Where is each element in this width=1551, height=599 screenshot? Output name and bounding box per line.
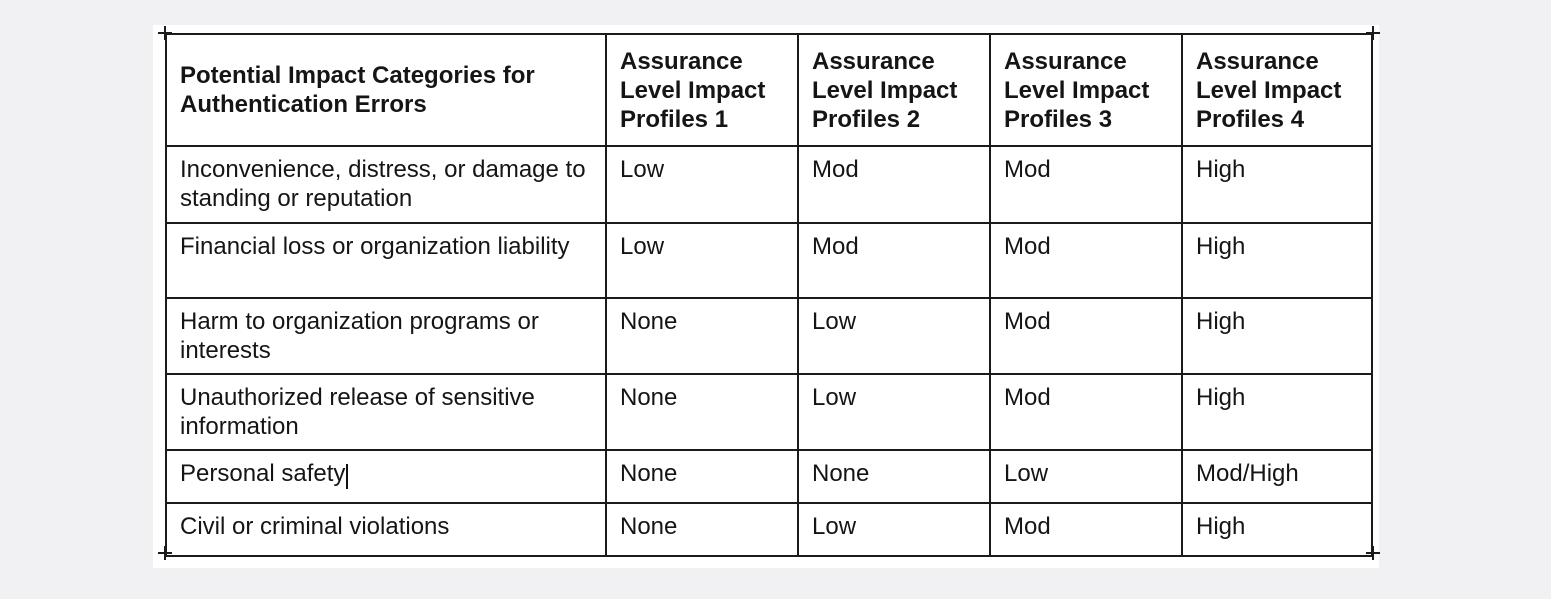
value-cell[interactable]: Mod xyxy=(797,222,991,299)
table-row: Personal safety None None Low Mod/High xyxy=(165,449,1373,504)
category-text: Financial loss or organization liability xyxy=(180,233,570,260)
category-cell[interactable]: Financial loss or organization liability xyxy=(165,222,607,299)
value-cell[interactable]: High xyxy=(1181,502,1373,557)
value-cell[interactable]: None xyxy=(605,502,799,557)
value-cell[interactable]: High xyxy=(1181,222,1373,299)
category-text: Unauthorized release of sensitive inform… xyxy=(180,384,535,440)
document-page: Potential Impact Categories for Authenti… xyxy=(153,25,1380,568)
value-cell[interactable]: Mod xyxy=(989,222,1183,299)
profile-3-header-cell[interactable]: Assurance Level Impact Profiles 3 xyxy=(989,33,1183,147)
profile-1-header-cell[interactable]: Assurance Level Impact Profiles 1 xyxy=(605,33,799,147)
text-caret xyxy=(346,464,349,489)
value-cell[interactable]: Mod xyxy=(989,297,1183,375)
impact-profiles-table: Potential Impact Categories for Authenti… xyxy=(165,33,1373,557)
value-cell[interactable]: High xyxy=(1181,145,1373,224)
value-cell[interactable]: None xyxy=(605,373,799,451)
category-cell[interactable]: Civil or criminal violations xyxy=(165,502,607,557)
value-cell[interactable]: Low xyxy=(797,373,991,451)
category-text: Harm to organization programs or interes… xyxy=(180,308,539,364)
value-cell[interactable]: Low xyxy=(797,297,991,375)
category-cell[interactable]: Inconvenience, distress, or damage to st… xyxy=(165,145,607,224)
value-cell[interactable]: Mod xyxy=(989,145,1183,224)
value-cell[interactable]: High xyxy=(1181,373,1373,451)
category-cell[interactable]: Harm to organization programs or interes… xyxy=(165,297,607,375)
category-text: Inconvenience, distress, or damage to st… xyxy=(180,156,586,212)
value-cell[interactable]: Low xyxy=(797,502,991,557)
category-text: Personal safety xyxy=(180,460,346,487)
category-cell[interactable]: Unauthorized release of sensitive inform… xyxy=(165,373,607,451)
table-row: Unauthorized release of sensitive inform… xyxy=(165,373,1373,451)
value-cell[interactable]: None xyxy=(797,449,991,504)
value-cell[interactable]: Low xyxy=(989,449,1183,504)
table-row: Financial loss or organization liability… xyxy=(165,222,1373,299)
value-cell[interactable]: None xyxy=(605,449,799,504)
category-text: Civil or criminal violations xyxy=(180,513,450,540)
value-cell[interactable]: Low xyxy=(605,222,799,299)
profile-2-header-cell[interactable]: Assurance Level Impact Profiles 2 xyxy=(797,33,991,147)
value-cell[interactable]: Mod xyxy=(989,502,1183,557)
table-header-row: Potential Impact Categories for Authenti… xyxy=(165,33,1373,147)
value-cell[interactable]: Mod xyxy=(989,373,1183,451)
table-row: Inconvenience, distress, or damage to st… xyxy=(165,145,1373,224)
table-row: Civil or criminal violations None Low Mo… xyxy=(165,502,1373,557)
value-cell[interactable]: Mod/High xyxy=(1181,449,1373,504)
value-cell[interactable]: None xyxy=(605,297,799,375)
value-cell[interactable]: Low xyxy=(605,145,799,224)
category-cell[interactable]: Personal safety xyxy=(165,449,607,504)
value-cell[interactable]: Mod xyxy=(797,145,991,224)
profile-4-header-cell[interactable]: Assurance Level Impact Profiles 4 xyxy=(1181,33,1373,147)
category-header-cell[interactable]: Potential Impact Categories for Authenti… xyxy=(165,33,607,147)
table-row: Harm to organization programs or interes… xyxy=(165,297,1373,375)
value-cell[interactable]: High xyxy=(1181,297,1373,375)
